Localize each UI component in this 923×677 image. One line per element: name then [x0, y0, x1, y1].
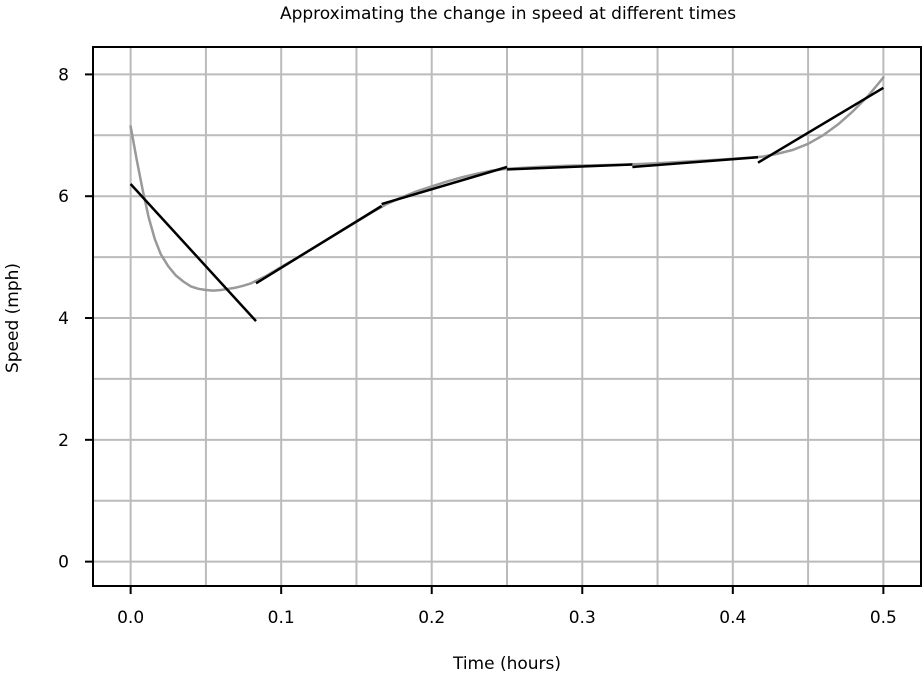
- y-axis-label: Speed (mph): [3, 263, 23, 373]
- secant-line-2: [381, 165, 508, 206]
- y-tick-label-4: 8: [58, 65, 69, 85]
- y-tick-label-3: 6: [58, 187, 69, 207]
- secant-lines-layer: [129, 86, 885, 322]
- x-tick-label-0: 0.0: [117, 608, 144, 628]
- secant-line-1: [255, 204, 383, 285]
- secant-line-0: [129, 183, 257, 322]
- secant-line-5: [757, 86, 885, 164]
- x-tick-label-3: 0.3: [569, 608, 596, 628]
- x-tick-label-1: 0.1: [268, 608, 295, 628]
- plot-frame: [92, 46, 922, 587]
- chart-title: Approximating the change in speed at dif…: [280, 4, 736, 24]
- x-tick-label-5: 0.5: [870, 608, 897, 628]
- y-tick-label-1: 2: [58, 431, 69, 451]
- y-tick-label-0: 0: [58, 553, 69, 573]
- y-tick-label-2: 4: [58, 309, 69, 329]
- x-tick-label-2: 0.2: [418, 608, 445, 628]
- y-axis-ticks: 0 2 4 6 8: [58, 65, 93, 573]
- grid: [93, 47, 921, 586]
- secant-line-4: [632, 155, 759, 169]
- secant-line-3: [506, 163, 633, 171]
- x-axis-label: Time (hours): [452, 654, 561, 674]
- x-axis-ticks: 0.0 0.1 0.2 0.3 0.4 0.5: [117, 586, 897, 628]
- x-tick-label-4: 0.4: [719, 608, 746, 628]
